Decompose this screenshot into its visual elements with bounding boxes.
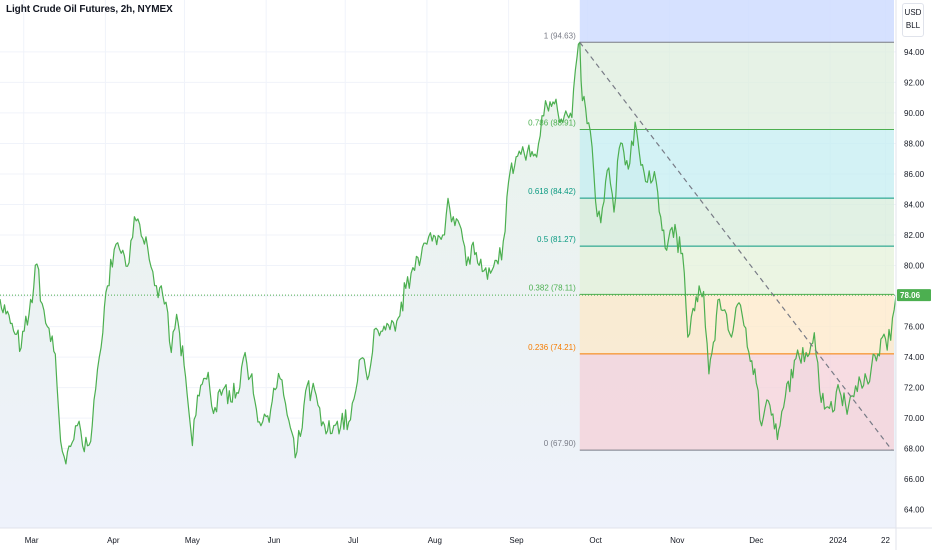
time-axis: Mar Apr May Jun Jul Aug Sep Oct Nov Dec 2024 22 (0, 527, 932, 545)
fib-zone (579, 246, 894, 295)
x-tick-label: Sep (509, 536, 524, 545)
fib-zone (579, 353, 894, 451)
x-tick-label: 2024 (829, 536, 847, 545)
y-tick-label: 80.00 (904, 262, 925, 271)
y-tick-label: 84.00 (904, 200, 925, 209)
y-tick-label: 74.00 (904, 353, 925, 362)
fib-extension-zone (579, 0, 894, 43)
y-tick-label: 64.00 (904, 506, 925, 515)
volume-unit-label: BLL (905, 21, 921, 30)
x-tick-label: Jun (268, 536, 281, 545)
fib-level-label: 0 (67.90) (544, 439, 576, 448)
currency-label: USD (904, 8, 922, 17)
y-tick-label: 94.00 (904, 48, 925, 57)
price-axis: 64.0066.0068.0070.0072.0074.0076.0078.00… (895, 0, 931, 550)
y-tick-label: 82.00 (904, 231, 925, 240)
fib-level-label: 0.5 (81.27) (537, 235, 576, 244)
fib-zone (579, 42, 894, 130)
fib-zone (579, 198, 894, 247)
price-line (0, 41, 897, 465)
fib-zone (579, 294, 894, 354)
x-tick-label: Oct (589, 536, 602, 545)
x-tick-label: May (185, 536, 200, 545)
x-tick-label: Mar (25, 536, 39, 545)
fib-trend-line (579, 41, 893, 451)
y-tick-label: 76.00 (904, 323, 925, 332)
chart-title: Light Crude Oil Futures, 2h, NYMEX (6, 4, 173, 15)
x-tick-label: Apr (107, 536, 120, 545)
x-tick-label: Jul (348, 536, 358, 545)
x-tick-label: Nov (670, 536, 684, 545)
fib-level-label: 1 (94.63) (544, 31, 576, 40)
x-tick-label: 22 (881, 536, 890, 545)
y-tick-label: 86.00 (904, 170, 925, 179)
fib-level-label: 0.618 (84.42) (528, 187, 576, 196)
fib-level-label: 0.786 (88.91) (528, 119, 576, 128)
fib-level-label: 0.236 (74.21) (528, 343, 576, 352)
y-tick-label: 70.00 (904, 414, 925, 423)
y-tick-label: 68.00 (904, 445, 925, 454)
y-tick-label: 92.00 (904, 78, 925, 87)
fibonacci-retracement: 1 (94.63) 0.786 (88.91) 0.618 (84.42) 0.5 (… (528, 0, 894, 451)
unit-selector[interactable]: USD BLL (902, 3, 924, 37)
y-tick-label: 66.00 (904, 475, 925, 484)
y-tick-label: 88.00 (904, 139, 925, 148)
y-tick-label: 72.00 (904, 384, 925, 393)
x-tick-label: Aug (428, 536, 442, 545)
fib-level-label: 0.382 (78.11) (529, 283, 576, 292)
x-tick-label: Dec (749, 536, 763, 545)
current-price-badge (897, 289, 931, 302)
current-price-label: 78.06 (900, 291, 921, 300)
y-tick-label: 90.00 (904, 109, 925, 118)
